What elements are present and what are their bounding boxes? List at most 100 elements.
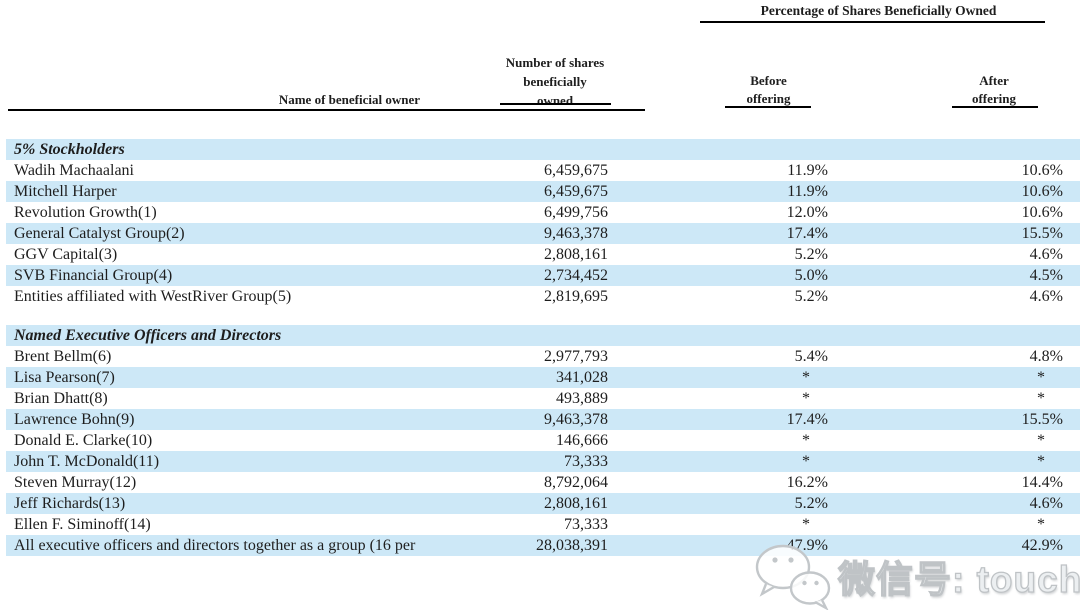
- table-row: All executive officers and directors tog…: [6, 535, 1080, 556]
- table-row: Lisa Pearson(7) 341,028 * *: [6, 367, 1080, 388]
- shares-column-rule: [500, 103, 611, 105]
- cell-after: 10.6%: [1021, 183, 1063, 200]
- cell-before: *: [802, 516, 810, 533]
- table-row: SVB Financial Group(4) 2,734,452 5.0% 4.5%: [6, 265, 1080, 286]
- cell-name: Lawrence Bohn(9): [14, 411, 135, 428]
- cell-shares: 28,038,391: [536, 537, 608, 554]
- cell-shares: 146,666: [556, 432, 608, 449]
- cell-after: *: [1037, 390, 1045, 407]
- cell-shares: 2,819,695: [544, 288, 608, 305]
- cell-before: 17.4%: [786, 411, 828, 428]
- cell-name: Steven Murray(12): [14, 474, 137, 491]
- table-row: Brent Bellm(6) 2,977,793 5.4% 4.8%: [6, 346, 1080, 367]
- cell-name: Ellen F. Siminoff(14): [14, 516, 151, 533]
- table-row: Steven Murray(12) 8,792,064 16.2% 14.4%: [6, 472, 1080, 493]
- pct-group-rule: [700, 21, 1045, 23]
- cell-after: 10.6%: [1021, 204, 1063, 221]
- table-row: Entities affiliated with WestRiver Group…: [6, 286, 1080, 307]
- table-row: Lawrence Bohn(9) 9,463,378 17.4% 15.5%: [6, 409, 1080, 430]
- cell-shares: 2,977,793: [544, 348, 608, 365]
- watermark: 微信号: touchweb: [752, 542, 1080, 610]
- name-column-header: Name of beneficial owner: [278, 92, 420, 107]
- cell-before: 5.2%: [794, 246, 828, 263]
- cell-after: *: [1037, 432, 1045, 449]
- cell-shares: 493,889: [556, 390, 608, 407]
- cell-before: 11.9%: [787, 183, 828, 200]
- cell-before: 5.2%: [794, 288, 828, 305]
- cell-shares: 73,333: [564, 453, 608, 470]
- cell-shares: 6,459,675: [544, 183, 608, 200]
- table-row: Revolution Growth(1) 6,499,756 12.0% 10.6%: [6, 202, 1080, 223]
- cell-shares: 8,792,064: [544, 474, 608, 491]
- cell-before: 16.2%: [786, 474, 828, 491]
- cell-before: *: [802, 432, 810, 449]
- cell-name: SVB Financial Group(4): [14, 267, 173, 284]
- wechat-icon: [755, 544, 831, 610]
- cell-name: Wadih Machaalani: [14, 162, 134, 179]
- cell-name: Brent Bellm(6): [14, 348, 112, 365]
- cell-after: 4.5%: [1029, 267, 1063, 284]
- cell-before: 5.4%: [794, 348, 828, 365]
- watermark-text: 微信号: touchweb: [837, 558, 1080, 600]
- cell-before: *: [802, 369, 810, 386]
- cell-before: 17.4%: [786, 225, 828, 242]
- table-row: Ellen F. Siminoff(14) 73,333 * *: [6, 514, 1080, 535]
- cell-after: *: [1037, 369, 1045, 386]
- shares-column-header: Number of shares beneficially owned: [505, 55, 605, 108]
- table-row: GGV Capital(3) 2,808,161 5.2% 4.6%: [6, 244, 1080, 265]
- cell-name: Lisa Pearson(7): [14, 369, 115, 386]
- cell-shares: 341,028: [556, 369, 608, 386]
- before-offering-rule: [725, 106, 811, 108]
- cell-name: John T. McDonald(11): [14, 453, 160, 470]
- cell-shares: 9,463,378: [544, 225, 608, 242]
- cell-after: 15.5%: [1021, 411, 1063, 428]
- cell-shares: 2,808,161: [544, 246, 608, 263]
- table-row: General Catalyst Group(2) 9,463,378 17.4% 1…: [6, 223, 1080, 244]
- cell-after: 15.5%: [1021, 225, 1063, 242]
- after-offering-rule: [952, 106, 1038, 108]
- cell-name: Revolution Growth(1): [14, 204, 157, 221]
- before-offering-header: Before offering: [746, 73, 791, 106]
- cell-shares: 6,459,675: [544, 162, 608, 179]
- header-divider-rule: [8, 109, 645, 111]
- after-offering-header: After offering: [971, 73, 1017, 106]
- table-row: Donald E. Clarke(10) 146,666 * *: [6, 430, 1080, 451]
- cell-before: 5.0%: [794, 267, 828, 284]
- cell-name: All executive officers and directors tog…: [14, 537, 416, 554]
- cell-name: Entities affiliated with WestRiver Group…: [14, 288, 292, 305]
- cell-after: 4.6%: [1029, 246, 1063, 263]
- cell-name: General Catalyst Group(2): [14, 225, 185, 242]
- cell-shares: 2,808,161: [544, 495, 608, 512]
- table-row: John T. McDonald(11) 73,333 * *: [6, 451, 1080, 472]
- cell-shares: 73,333: [564, 516, 608, 533]
- cell-name: Jeff Richards(13): [14, 495, 126, 512]
- section-heading: Named Executive Officers and Directors: [14, 327, 282, 344]
- section-heading-row: 5% Stockholders: [6, 139, 1080, 160]
- pct-group-header: Percentage of Shares Beneficially Owned: [760, 3, 997, 18]
- cell-shares: 6,499,756: [544, 204, 608, 221]
- ownership-table: 5% Stockholders Wadih Machaalani 6,459,675…: [6, 139, 1080, 556]
- cell-after: 4.6%: [1029, 288, 1063, 305]
- table-row: Brian Dhatt(8) 493,889 * *: [6, 388, 1080, 409]
- cell-name: GGV Capital(3): [14, 246, 118, 263]
- cell-after: 4.6%: [1029, 495, 1063, 512]
- cell-name: Donald E. Clarke(10): [14, 432, 153, 449]
- cell-after: 4.8%: [1029, 348, 1063, 365]
- cell-name: Mitchell Harper: [14, 183, 117, 200]
- cell-after: 14.4%: [1021, 474, 1063, 491]
- section-heading-row: Named Executive Officers and Directors: [6, 325, 1080, 346]
- cell-after: *: [1037, 516, 1045, 533]
- cell-name: Brian Dhatt(8): [14, 390, 108, 407]
- cell-before: *: [802, 390, 810, 407]
- cell-after: *: [1037, 453, 1045, 470]
- table-row: Wadih Machaalani 6,459,675 11.9% 10.6%: [6, 160, 1080, 181]
- table-row: Jeff Richards(13) 2,808,161 5.2% 4.6%: [6, 493, 1080, 514]
- cell-after: 42.9%: [1021, 537, 1063, 554]
- cell-after: 10.6%: [1021, 162, 1063, 179]
- cell-before: 5.2%: [794, 495, 828, 512]
- table-row: Mitchell Harper 6,459,675 11.9% 10.6%: [6, 181, 1080, 202]
- cell-shares: 2,734,452: [544, 267, 608, 284]
- cell-before: 11.9%: [787, 162, 828, 179]
- section-heading: 5% Stockholders: [14, 141, 125, 158]
